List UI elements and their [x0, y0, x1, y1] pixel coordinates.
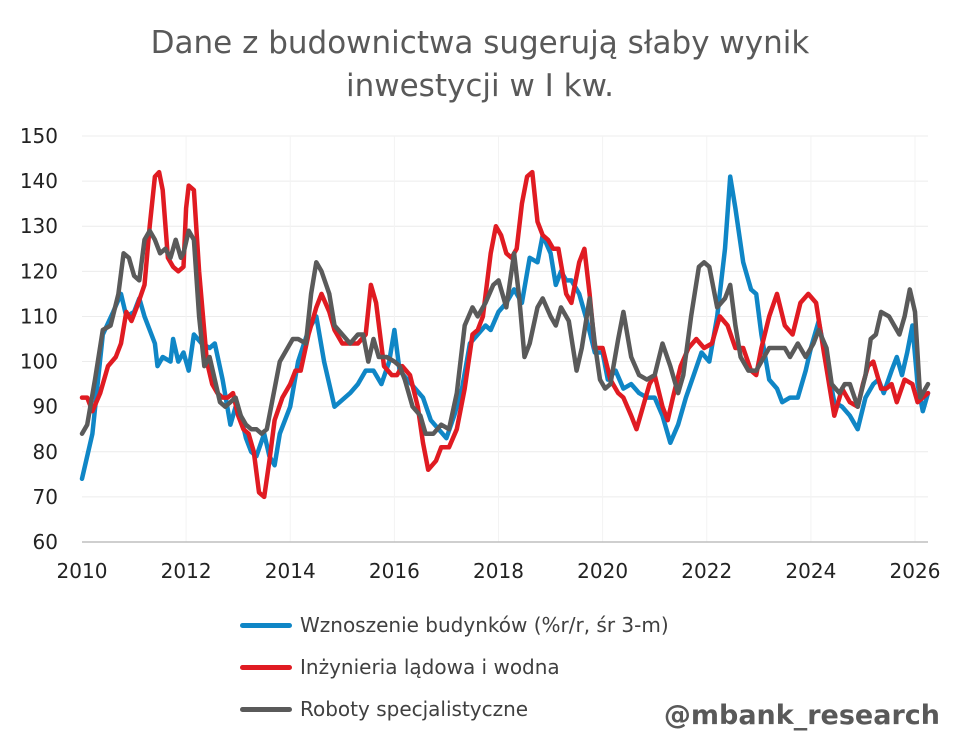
legend-item-inzynieria: Inżynieria lądowa i wodna — [240, 646, 669, 688]
x-tick-label: 2022 — [681, 559, 732, 583]
chart-title-line-2: inwestycji w I kw. — [346, 68, 614, 104]
legend-label-roboty: Roboty specjalistyczne — [300, 697, 529, 721]
legend-label-wznoszenie: Wznoszenie budynków (%r/r, śr 3-m) — [300, 613, 669, 637]
chart-title-line-1: Dane z budownictwa sugerują słaby wynik — [150, 25, 810, 61]
series-line-2 — [79, 169, 931, 500]
x-tick-label: 2010 — [57, 559, 108, 583]
legend-label-inzynieria: Inżynieria lądowa i wodna — [300, 655, 560, 679]
legend-swatch-wznoszenie — [240, 622, 292, 628]
x-tick-label: 2014 — [265, 559, 316, 583]
chart-title: Dane z budownictwa sugerują słaby wynik … — [0, 22, 960, 108]
y-tick-label: 90 — [33, 395, 58, 419]
series-line-3 — [79, 228, 931, 436]
y-tick-label: 80 — [33, 440, 58, 464]
watermark: @mbank_research — [663, 700, 940, 731]
legend: Wznoszenie budynków (%r/r, śr 3-m) Inżyn… — [240, 604, 669, 730]
x-tick-label: 2020 — [577, 559, 628, 583]
legend-item-wznoszenie: Wznoszenie budynków (%r/r, śr 3-m) — [240, 604, 669, 646]
legend-swatch-inzynieria — [240, 664, 292, 670]
x-tick-label: 2016 — [369, 559, 420, 583]
line-chart: 60 70 80 90 100 110 120 130 140 150 2010 2012 2014 20… — [20, 124, 941, 583]
axes: 60 70 80 90 100 110 120 130 140 150 2010 2012 2014 20… — [20, 124, 941, 583]
gridlines — [82, 135, 928, 542]
y-tick-label: 70 — [33, 485, 58, 509]
series-lines — [79, 169, 931, 500]
x-tick-label: 2026 — [890, 559, 941, 583]
x-tick-label: 2024 — [785, 559, 836, 583]
y-tick-label: 140 — [20, 169, 58, 193]
y-tick-label: 110 — [20, 304, 58, 328]
y-tick-label: 150 — [20, 124, 58, 148]
x-tick-label: 2012 — [161, 559, 212, 583]
series-line-1 — [79, 174, 931, 482]
y-tick-label: 120 — [20, 259, 58, 283]
y-tick-label: 60 — [33, 530, 58, 554]
y-tick-label: 130 — [20, 214, 58, 238]
x-tick-label: 2018 — [473, 559, 524, 583]
y-tick-label: 100 — [20, 350, 58, 374]
legend-swatch-roboty — [240, 706, 292, 712]
legend-item-roboty: Roboty specjalistyczne — [240, 688, 669, 730]
